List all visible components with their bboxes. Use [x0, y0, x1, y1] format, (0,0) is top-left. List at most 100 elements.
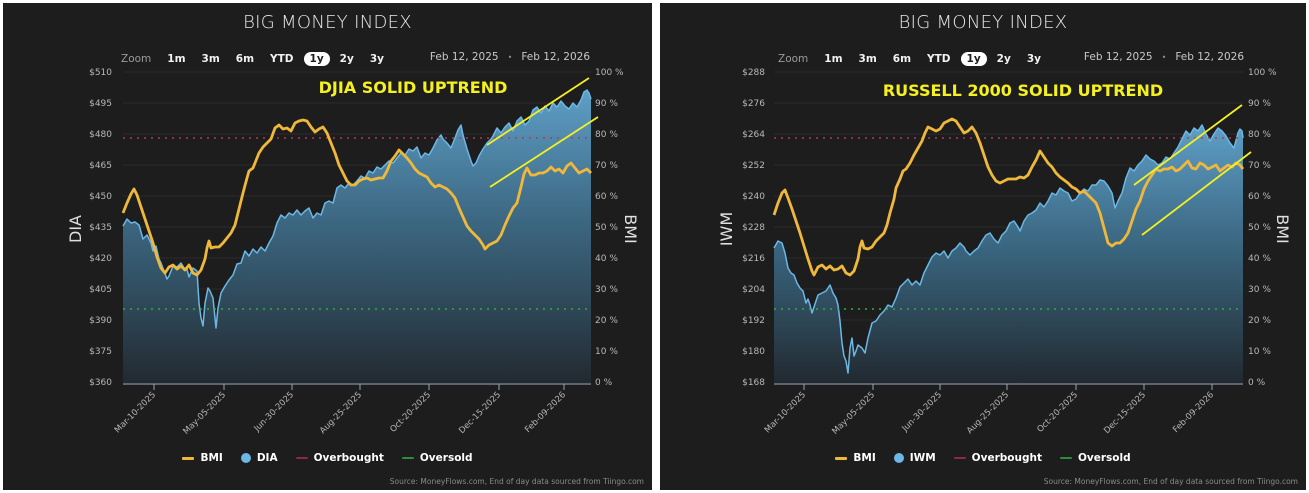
- bmi-line: [772, 117, 1245, 277]
- svg-text:100 %: 100 %: [1248, 68, 1277, 78]
- zoom-3m-button[interactable]: 3m: [201, 53, 220, 65]
- svg-text:Feb-09-2026: Feb-09-2026: [523, 390, 568, 435]
- left-axis-title: IWM: [717, 212, 736, 246]
- svg-text:30 %: 30 %: [1248, 285, 1271, 295]
- upper-trend-line: [486, 77, 590, 146]
- svg-text:$168: $168: [742, 378, 765, 388]
- svg-text:$216: $216: [742, 254, 765, 264]
- legend-item-bmi[interactable]: BMI: [835, 452, 876, 464]
- legend-item-oversold[interactable]: Oversold: [1059, 452, 1131, 464]
- svg-text:50 %: 50 %: [1248, 223, 1271, 233]
- date-to-input[interactable]: Feb 12, 2026: [1175, 51, 1244, 63]
- svg-text:90 %: 90 %: [595, 99, 618, 109]
- chart-title: BIG MONEY INDEX: [898, 12, 1068, 33]
- right-axis-title: BMI: [1273, 214, 1292, 244]
- svg-text:$288: $288: [742, 68, 765, 78]
- svg-text:$264: $264: [742, 130, 765, 140]
- zoom-1y-button[interactable]: 1y: [303, 52, 330, 66]
- svg-text:60 %: 60 %: [595, 192, 618, 202]
- date-to-input[interactable]: Feb 12, 2026: [521, 51, 590, 63]
- zoom-3y-button[interactable]: 3y: [369, 53, 384, 65]
- svg-text:$495: $495: [89, 99, 112, 109]
- zoom-6m-button[interactable]: 6m: [892, 53, 912, 65]
- zoom-3m-button[interactable]: 3m: [858, 53, 877, 65]
- x-axis-ticks: [153, 384, 565, 390]
- svg-text:10 %: 10 %: [1248, 347, 1271, 357]
- svg-text:$435: $435: [89, 223, 112, 233]
- trend-annotation: DJIA SOLID UPTREND: [319, 78, 508, 97]
- svg-text:40 %: 40 %: [595, 254, 618, 264]
- svg-text:Dec-15-2025: Dec-15-2025: [457, 390, 503, 436]
- iwm-line: [773, 124, 1244, 374]
- svg-text:May-05-2025: May-05-2025: [181, 390, 228, 437]
- right-axis-title: BMI: [621, 214, 640, 244]
- trend-annotation: RUSSELL 2000 SOLID UPTREND: [883, 81, 1163, 100]
- svg-text:$240: $240: [742, 192, 765, 202]
- svg-text:$480: $480: [89, 130, 112, 140]
- chart-plot: $288 $276 $264 $252 $240 $228 $216 $204 …: [717, 68, 1292, 437]
- oversold-swatch-icon: [401, 457, 414, 459]
- svg-text:$465: $465: [89, 161, 112, 171]
- svg-text:40 %: 40 %: [1248, 254, 1271, 264]
- legend-item-dia[interactable]: DIA: [240, 452, 278, 464]
- svg-text:$360: $360: [89, 378, 112, 388]
- left-axis-title: DIA: [66, 215, 85, 243]
- zoom-1m-button[interactable]: 1m: [824, 53, 843, 65]
- date-range: Feb 12, 2025 • Feb 12, 2026: [430, 51, 590, 63]
- svg-text:10 %: 10 %: [595, 347, 618, 357]
- legend-item-oversold[interactable]: Oversold: [401, 452, 473, 464]
- svg-text:$510: $510: [89, 68, 112, 78]
- bmi-line: [121, 118, 592, 277]
- zoom-2y-button[interactable]: 2y: [339, 53, 354, 65]
- date-separator: •: [507, 52, 513, 62]
- svg-text:May-05-2025: May-05-2025: [830, 390, 877, 437]
- date-from-input[interactable]: Feb 12, 2025: [429, 51, 499, 63]
- chart-legend: BMI IWM Overbought Oversold: [660, 452, 1306, 464]
- svg-text:$276: $276: [742, 99, 765, 109]
- svg-text:$420: $420: [89, 254, 112, 264]
- legend-item-iwm[interactable]: IWM: [893, 452, 936, 464]
- zoom-label: Zoom: [778, 53, 809, 65]
- overbought-swatch-icon: [295, 457, 308, 459]
- svg-text:30 %: 30 %: [595, 285, 618, 295]
- left-axis-ticks: $510 $495 $480 $465 $450 $435 $420 $405 …: [89, 68, 112, 388]
- lower-trend-line: [489, 116, 599, 188]
- date-from-input[interactable]: Feb 12, 2025: [1083, 51, 1153, 63]
- svg-text:Jun-30-2025: Jun-30-2025: [252, 390, 296, 434]
- svg-text:Dec-15-2025: Dec-15-2025: [1102, 390, 1148, 436]
- svg-text:Jun-30-2025: Jun-30-2025: [900, 390, 944, 434]
- chart-legend: BMI DIA Overbought Oversold: [3, 452, 652, 464]
- svg-text:Oct-20-2025: Oct-20-2025: [388, 390, 433, 435]
- chart-panel-dia: BIG MONEY INDEX Zoom 1m 3m 6m YTD 1y 2y …: [3, 3, 652, 490]
- svg-text:0 %: 0 %: [1248, 378, 1266, 388]
- svg-text:$228: $228: [742, 223, 765, 233]
- zoom-1m-button[interactable]: 1m: [167, 53, 186, 65]
- svg-text:90 %: 90 %: [1248, 99, 1271, 109]
- legend-item-bmi[interactable]: BMI: [182, 452, 223, 464]
- zoom-2y-button[interactable]: 2y: [996, 53, 1011, 65]
- zoom-toolbar: Zoom 1m 3m 6m YTD 1y 2y 3y: [121, 50, 394, 68]
- svg-text:80 %: 80 %: [595, 130, 618, 140]
- zoom-3y-button[interactable]: 3y: [1026, 53, 1041, 65]
- svg-text:$204: $204: [742, 285, 765, 295]
- source-credit: Source: MoneyFlows.com, End of day data …: [389, 477, 644, 486]
- zoom-ytd-button[interactable]: YTD: [270, 53, 294, 65]
- zoom-1y-button[interactable]: 1y: [960, 52, 987, 66]
- dia-swatch-icon: [240, 453, 251, 463]
- chart-title: BIG MONEY INDEX: [243, 12, 412, 33]
- iwm-area: [774, 125, 1243, 383]
- zoom-ytd-button[interactable]: YTD: [927, 53, 951, 65]
- chart-panel-iwm: BIG MONEY INDEX Zoom 1m 3m 6m YTD 1y 2y …: [660, 3, 1306, 490]
- svg-text:Feb-09-2026: Feb-09-2026: [1171, 390, 1216, 435]
- svg-text:$450: $450: [89, 192, 112, 202]
- legend-item-overbought[interactable]: Overbought: [295, 452, 384, 464]
- legend-item-overbought[interactable]: Overbought: [953, 452, 1042, 464]
- x-axis-labels: Mar-10-2025 May-05-2025 Jun-30-2025 Aug-…: [113, 390, 568, 437]
- upper-trend-line: [1133, 104, 1243, 186]
- right-axis-ticks: 100 % 90 % 80 % 70 % 60 % 50 % 40 % 30 %…: [1248, 68, 1277, 388]
- bmi-swatch-icon: [835, 456, 848, 460]
- zoom-6m-button[interactable]: 6m: [235, 53, 255, 65]
- right-axis-ticks: 100 % 90 % 80 % 70 % 60 % 50 % 40 % 30 %…: [595, 68, 624, 388]
- oversold-swatch-icon: [1059, 457, 1072, 459]
- svg-text:70 %: 70 %: [595, 161, 618, 171]
